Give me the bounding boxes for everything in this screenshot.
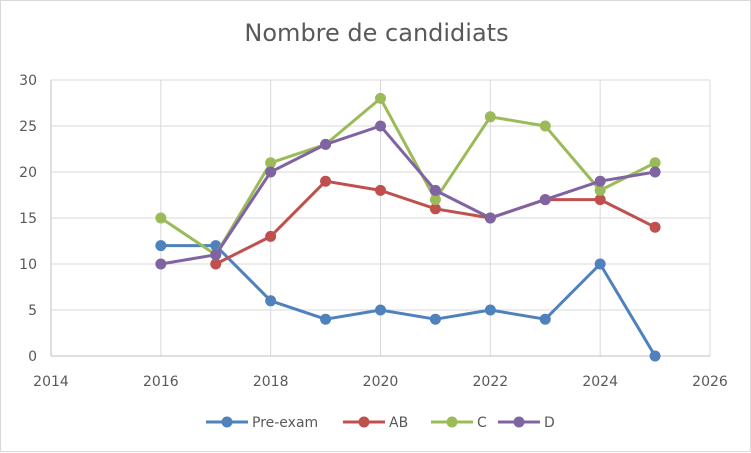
data-point-d-2022 bbox=[484, 212, 496, 224]
x-tick-label-2022: 2022 bbox=[473, 374, 509, 390]
data-point-pre-exam-2018 bbox=[265, 295, 277, 307]
data-point-ab-2019 bbox=[320, 175, 332, 187]
data-point-d-2017 bbox=[210, 249, 222, 261]
legend-marker-pre-exam bbox=[221, 416, 233, 428]
data-point-c-2024 bbox=[594, 184, 606, 196]
data-point-d-2016 bbox=[155, 258, 167, 270]
data-point-d-2023 bbox=[539, 194, 551, 206]
data-point-d-2021 bbox=[429, 184, 441, 196]
legend-label-pre-exam: Pre-exam bbox=[252, 415, 318, 431]
x-tick-label-2026: 2026 bbox=[692, 374, 728, 390]
chart-title: Nombre de candidiats bbox=[244, 19, 509, 47]
data-point-pre-exam-2016 bbox=[155, 240, 167, 252]
y-tick-label-25: 25 bbox=[19, 119, 37, 135]
y-tick-label-30: 30 bbox=[19, 73, 37, 89]
data-point-d-2020 bbox=[375, 120, 386, 132]
data-point-d-2025 bbox=[649, 166, 661, 178]
x-tick-label-2014: 2014 bbox=[33, 374, 69, 390]
y-tick-label-5: 5 bbox=[28, 303, 37, 319]
data-point-ab-2020 bbox=[375, 184, 386, 196]
series-line-d bbox=[160, 124, 656, 266]
series-line-c bbox=[159, 96, 656, 257]
data-point-ab-2024 bbox=[594, 194, 606, 206]
y-tick-label-20: 20 bbox=[19, 165, 37, 181]
data-point-c-2025 bbox=[649, 157, 661, 169]
data-point-c-2018 bbox=[265, 157, 277, 169]
x-tick-label-2016: 2016 bbox=[143, 374, 179, 390]
data-point-pre-exam-2024 bbox=[594, 258, 606, 270]
y-tick-label-0: 0 bbox=[28, 349, 37, 365]
data-point-ab-2021 bbox=[429, 203, 441, 215]
y-tick-label-15: 15 bbox=[19, 211, 37, 227]
data-point-pre-exam-2022 bbox=[484, 304, 496, 316]
data-point-ab-2018 bbox=[265, 230, 277, 242]
data-point-ab-2017 bbox=[210, 258, 222, 270]
data-point-d-2018 bbox=[265, 166, 277, 178]
data-point-pre-exam-2021 bbox=[429, 313, 441, 325]
x-tick-label-2020: 2020 bbox=[363, 374, 399, 390]
data-point-d-2024 bbox=[594, 175, 606, 187]
data-point-pre-exam-2025 bbox=[649, 350, 661, 362]
data-point-pre-exam-2023 bbox=[539, 313, 551, 325]
x-tick-label-2024: 2024 bbox=[582, 374, 618, 390]
data-point-c-2023 bbox=[539, 120, 551, 132]
legend-label-d: D bbox=[544, 415, 555, 431]
legend-marker-c bbox=[446, 416, 458, 428]
x-tick-label-2018: 2018 bbox=[253, 374, 289, 390]
data-point-pre-exam-2019 bbox=[320, 313, 332, 325]
legend-marker-d bbox=[513, 416, 525, 428]
data-point-pre-exam-2020 bbox=[375, 304, 386, 316]
legend-label-ab: AB bbox=[389, 415, 408, 431]
series-line-pre-exam bbox=[160, 244, 657, 357]
data-point-c-2022 bbox=[484, 111, 496, 123]
data-point-c-2020 bbox=[375, 92, 386, 104]
data-point-c-2021 bbox=[429, 194, 441, 206]
legend-label-c: C bbox=[477, 415, 487, 431]
y-tick-label-10: 10 bbox=[19, 257, 37, 273]
data-point-d-2019 bbox=[320, 138, 332, 150]
legend-marker-ab bbox=[358, 416, 370, 428]
data-point-ab-2025 bbox=[649, 221, 661, 233]
data-point-c-2016 bbox=[155, 212, 167, 224]
